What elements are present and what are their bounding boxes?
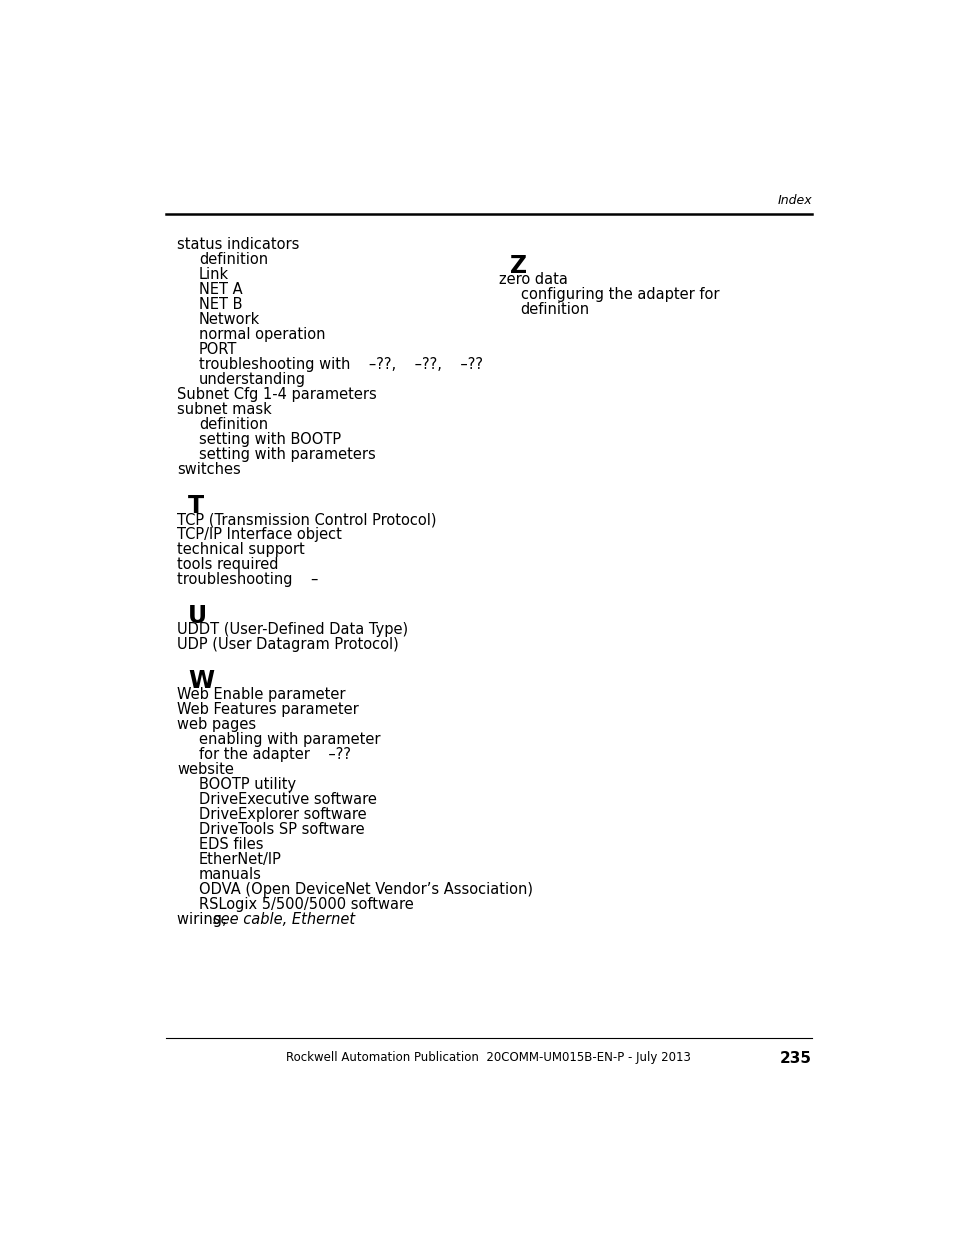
Text: UDP (User Datagram Protocol): UDP (User Datagram Protocol) — [177, 637, 398, 652]
Text: BOOTP utility: BOOTP utility — [199, 777, 295, 793]
Text: understanding: understanding — [199, 372, 306, 387]
Text: zero data: zero data — [498, 272, 567, 287]
Text: NET B: NET B — [199, 296, 242, 311]
Text: TCP/IP Interface object: TCP/IP Interface object — [177, 527, 342, 542]
Text: NET A: NET A — [199, 282, 242, 296]
Text: website: website — [177, 762, 234, 777]
Text: tools required: tools required — [177, 557, 278, 572]
Text: manuals: manuals — [199, 867, 262, 882]
Text: EDS files: EDS files — [199, 837, 263, 852]
Text: definition: definition — [520, 301, 589, 317]
Text: troubleshooting    –: troubleshooting – — [177, 572, 318, 587]
Text: subnet mask: subnet mask — [177, 401, 272, 417]
Text: DriveExecutive software: DriveExecutive software — [199, 793, 376, 808]
Text: troubleshooting with    –??,    –??,    –??: troubleshooting with –??, –??, –?? — [199, 357, 482, 372]
Text: enabling with parameter: enabling with parameter — [199, 732, 380, 747]
Text: RSLogix 5/500/5000 software: RSLogix 5/500/5000 software — [199, 898, 414, 913]
Text: see cable, Ethernet: see cable, Ethernet — [213, 913, 355, 927]
Text: Subnet Cfg 1-4 parameters: Subnet Cfg 1-4 parameters — [177, 387, 376, 401]
Text: Web Enable parameter: Web Enable parameter — [177, 687, 346, 703]
Text: DriveExplorer software: DriveExplorer software — [199, 808, 366, 823]
Text: web pages: web pages — [177, 718, 256, 732]
Text: normal operation: normal operation — [199, 327, 325, 342]
Text: Link: Link — [199, 267, 229, 282]
Text: definition: definition — [199, 252, 268, 267]
Text: 235: 235 — [780, 1051, 811, 1066]
Text: T: T — [188, 494, 204, 517]
Text: UDDT (User-Defined Data Type): UDDT (User-Defined Data Type) — [177, 622, 408, 637]
Text: configuring the adapter for: configuring the adapter for — [520, 287, 719, 301]
Text: setting with BOOTP: setting with BOOTP — [199, 432, 341, 447]
Text: PORT: PORT — [199, 342, 237, 357]
Text: W: W — [188, 669, 214, 693]
Text: Network: Network — [199, 311, 260, 327]
Text: Rockwell Automation Publication  20COMM-UM015B-EN-P - July 2013: Rockwell Automation Publication 20COMM-U… — [286, 1051, 691, 1065]
Text: EtherNet/IP: EtherNet/IP — [199, 852, 282, 867]
Text: switches: switches — [177, 462, 241, 477]
Text: wiring,: wiring, — [177, 913, 232, 927]
Text: definition: definition — [199, 417, 268, 432]
Text: Z: Z — [509, 253, 526, 278]
Text: technical support: technical support — [177, 542, 305, 557]
Text: status indicators: status indicators — [177, 237, 299, 252]
Text: for the adapter    –??: for the adapter –?? — [199, 747, 351, 762]
Text: Web Features parameter: Web Features parameter — [177, 703, 358, 718]
Text: TCP (Transmission Control Protocol): TCP (Transmission Control Protocol) — [177, 513, 436, 527]
Text: setting with parameters: setting with parameters — [199, 447, 375, 462]
Text: Index: Index — [777, 194, 811, 207]
Text: DriveTools SP software: DriveTools SP software — [199, 823, 364, 837]
Text: U: U — [188, 604, 207, 629]
Text: ODVA (Open DeviceNet Vendor’s Association): ODVA (Open DeviceNet Vendor’s Associatio… — [199, 882, 533, 898]
